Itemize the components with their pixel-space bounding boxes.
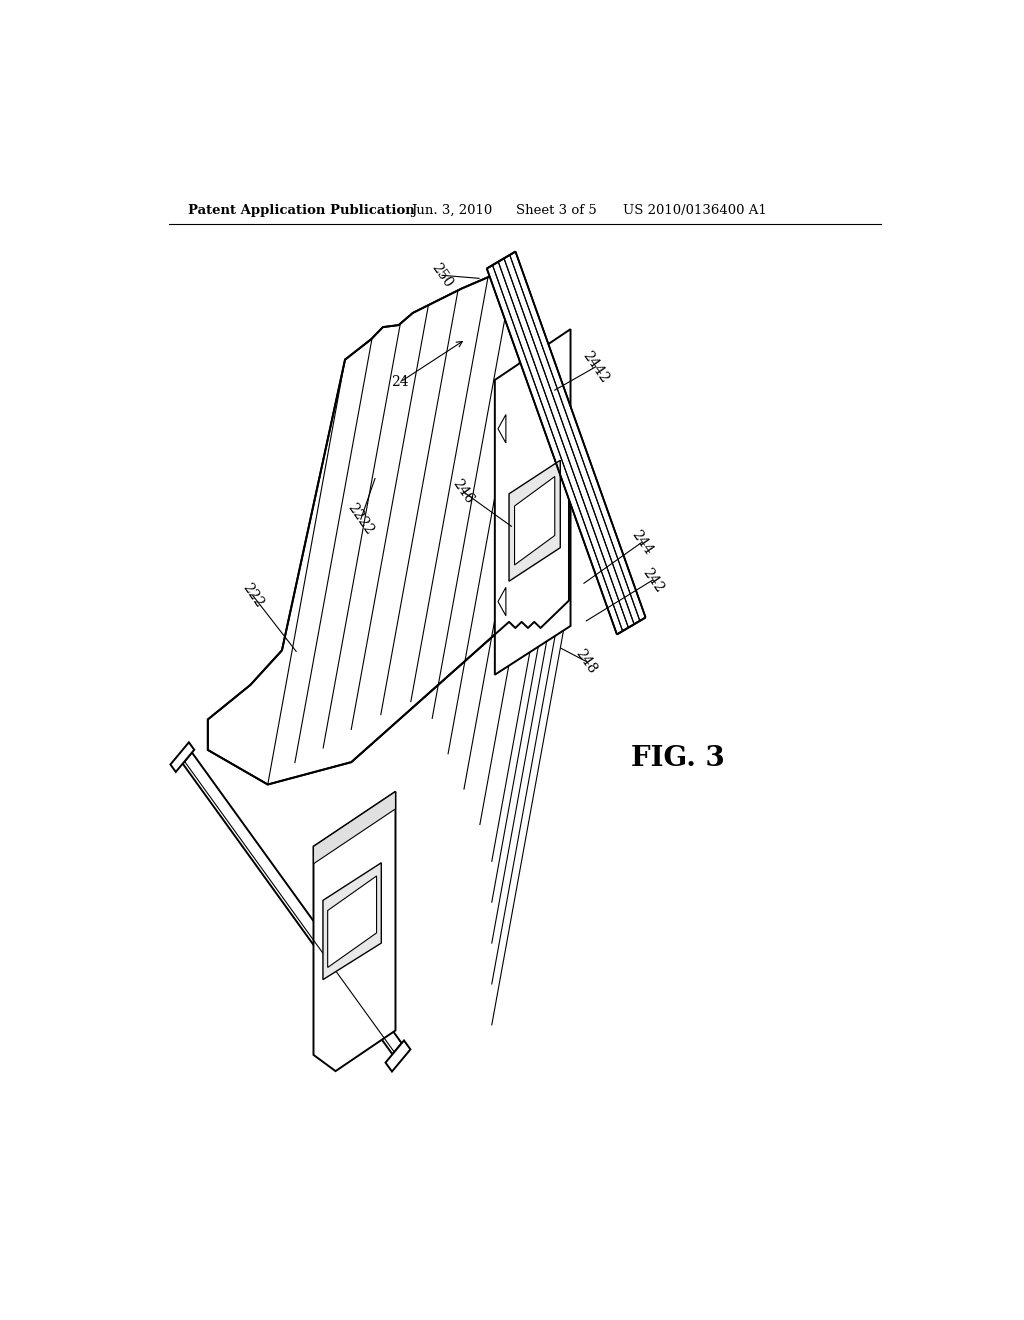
Text: Jun. 3, 2010: Jun. 3, 2010	[412, 205, 493, 218]
Text: 24: 24	[391, 375, 409, 389]
Polygon shape	[486, 252, 645, 635]
Text: US 2010/0136400 A1: US 2010/0136400 A1	[624, 205, 767, 218]
Text: Patent Application Publication: Patent Application Publication	[188, 205, 415, 218]
Polygon shape	[323, 863, 381, 979]
Polygon shape	[385, 1040, 411, 1072]
Text: 248: 248	[573, 647, 600, 676]
Polygon shape	[313, 792, 395, 863]
Text: 244: 244	[628, 528, 654, 557]
Polygon shape	[328, 876, 377, 968]
Polygon shape	[170, 742, 195, 772]
Polygon shape	[313, 792, 395, 1071]
Polygon shape	[498, 587, 506, 615]
Polygon shape	[498, 414, 506, 444]
Text: 222: 222	[240, 581, 266, 610]
Text: 246: 246	[450, 477, 476, 507]
Polygon shape	[495, 329, 570, 675]
Text: 242: 242	[639, 565, 666, 595]
Text: 2442: 2442	[580, 348, 611, 385]
Polygon shape	[509, 461, 560, 581]
Polygon shape	[208, 272, 569, 784]
Polygon shape	[182, 752, 401, 1055]
Text: 2222: 2222	[345, 500, 377, 537]
Polygon shape	[514, 477, 555, 565]
Text: 250: 250	[429, 260, 456, 290]
Text: Sheet 3 of 5: Sheet 3 of 5	[515, 205, 596, 218]
Text: FIG. 3: FIG. 3	[631, 744, 725, 772]
